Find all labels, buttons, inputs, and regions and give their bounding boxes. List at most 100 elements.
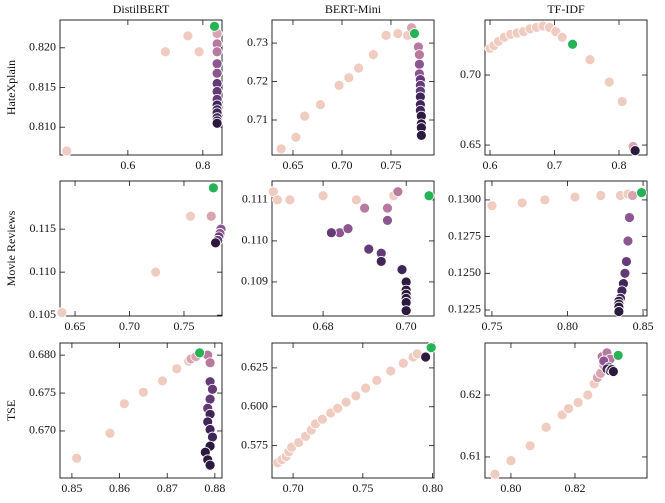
panel: 0.68 0.70 0.111 0.110 0.109 [241,180,435,333]
point [150,266,162,278]
x-tick-label: 0.6 [483,158,498,172]
point [413,49,425,61]
x-tick-label: 0.75 [352,481,373,495]
point [603,76,615,88]
point [350,390,362,402]
point [556,31,568,43]
x-tick-label: 0.87 [157,481,178,495]
x-tick-label: 0.88 [204,481,225,495]
panel: 0.80 0.82 0.62 0.61 [460,342,648,495]
point [627,190,638,201]
point [207,182,219,194]
y-tick-label: 0.110 [241,233,268,247]
point [371,374,383,386]
point [340,396,352,408]
point [275,143,287,155]
point [207,431,218,443]
y-tick-label: 0.1300 [448,192,481,206]
point [271,194,283,206]
x-tick-label: 0.7 [547,158,562,172]
point [157,375,168,387]
point [505,455,517,467]
point [486,200,498,212]
point [380,29,392,41]
point [624,212,635,223]
point [619,267,631,279]
point [612,349,624,361]
row-label: HateXplain [4,60,18,115]
panel: BERT-Mini 0.65 0.70 0.75 0.73 0.72 0.71 [247,2,435,172]
y-tick-label: 0.65 [460,137,481,151]
point [207,383,218,395]
point [613,306,625,317]
x-tick-label: 0.8 [612,158,627,172]
panel: TF-IDF 0.6 0.7 0.8 0.70 0.65 [460,2,648,172]
y-tick-label: 0.820 [29,40,56,54]
point [185,210,196,222]
point [205,210,217,222]
y-tick-label: 0.810 [29,119,56,133]
y-tick-label: 0.109 [241,274,268,288]
point [540,421,552,433]
point [629,145,641,157]
point [367,49,379,61]
x-tick-label: 0.86 [109,481,130,495]
point [539,194,551,206]
y-tick-label: 0.675 [29,385,56,399]
axes-frame [271,19,435,156]
point [375,256,387,267]
point [569,191,581,203]
point [204,357,216,369]
y-tick-label: 0.105 [29,307,56,321]
panel: 0.70 0.75 0.80 0.625 0.600 0.575 [241,342,443,495]
point [595,190,607,201]
point [118,398,130,410]
y-tick-label: 0.815 [29,79,56,93]
point [210,237,221,249]
point [290,131,302,143]
point [353,62,365,74]
point [333,79,345,91]
point [204,393,216,405]
point [360,382,372,394]
column-title: BERT-Mini [325,2,382,16]
point [104,427,116,439]
axes-frame [59,342,223,479]
point [396,264,408,276]
point [211,67,223,79]
column-title: DistilBERT [113,2,170,16]
x-tick-label: 0.80 [557,319,578,333]
axes-frame [59,19,223,156]
point [415,129,427,141]
point [194,347,206,359]
row-label: Movie Reviews [4,210,18,286]
point [71,452,83,464]
y-tick-label: 0.575 [241,437,268,451]
point [284,194,296,206]
point [182,30,194,42]
point [563,403,574,415]
axes-frame [484,19,648,156]
point [582,389,594,401]
y-tick-label: 0.115 [29,221,56,235]
point [382,202,393,214]
point [342,223,354,234]
point [621,256,632,267]
y-tick-label: 0.71 [247,112,268,126]
y-tick-label: 0.110 [29,264,56,278]
point [350,194,362,206]
x-tick-label: 0.75 [380,158,401,172]
axes-frame [59,180,223,317]
point [325,227,337,239]
point [343,72,355,84]
point [293,437,305,448]
y-tick-label: 0.61 [460,449,481,463]
x-tick-label: 0.70 [331,158,352,172]
x-tick-label: 0.6 [120,158,135,172]
point [159,46,171,58]
point [392,28,404,39]
y-tick-label: 0.1275 [448,228,481,242]
point [524,440,536,452]
x-tick-label: 0.70 [119,319,140,333]
axes-frame [484,180,648,317]
